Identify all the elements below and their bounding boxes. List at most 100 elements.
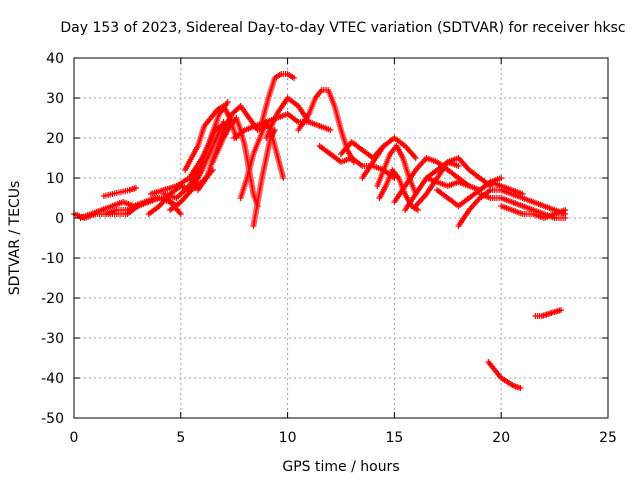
interpolated-markers (234, 117, 243, 131)
interpolated-markers (457, 196, 471, 208)
interpolated-markers (532, 199, 546, 209)
x-axis-label: GPS time / hours (282, 459, 399, 475)
interpolated-markers (191, 161, 205, 187)
interpolated-markers (120, 187, 131, 195)
interpolated-markers (168, 200, 183, 212)
interpolated-markers (446, 179, 460, 189)
data-point (291, 75, 298, 81)
y-tick-label: -10 (41, 251, 64, 267)
data-point (562, 207, 569, 213)
chart-title: Day 153 of 2023, Sidereal Day-to-day VTE… (60, 20, 625, 36)
series-arc-03 (100, 185, 139, 199)
interpolated-markers (467, 168, 482, 180)
interpolated-markers (493, 368, 503, 380)
interpolated-markers (478, 191, 492, 201)
interpolated-markers (532, 211, 546, 221)
grid (74, 58, 608, 418)
interpolated-markers (199, 137, 213, 163)
interpolated-markers (542, 203, 556, 213)
interpolated-markers (210, 137, 226, 163)
interpolated-markers (510, 207, 524, 217)
interpolated-markers (259, 97, 271, 123)
data-points (71, 71, 569, 391)
interpolated-markers (375, 169, 386, 187)
interpolated-markers (275, 96, 290, 116)
interpolated-markers (512, 383, 522, 391)
series-arc-15 (250, 127, 278, 229)
y-tick-label: -50 (41, 411, 64, 427)
interpolated-markers (263, 137, 274, 159)
interpolated-markers (403, 144, 418, 160)
interpolated-markers (244, 153, 256, 179)
interpolated-markers (510, 187, 524, 197)
interpolated-markers (208, 113, 222, 139)
data-point (327, 127, 334, 133)
data-point (558, 307, 565, 313)
y-tick-label: 30 (46, 91, 64, 107)
y-tick-label: -40 (41, 371, 64, 387)
interpolated-markers (251, 137, 262, 155)
interpolated-markers (500, 183, 514, 193)
interpolated-markers (195, 125, 207, 147)
interpolated-markers (147, 195, 161, 205)
interpolated-markers (136, 199, 150, 209)
interpolated-markers (318, 144, 332, 156)
interpolated-markers (232, 128, 247, 140)
interpolated-markers (381, 153, 393, 171)
interpolated-markers (280, 71, 289, 77)
interpolated-markers (209, 108, 219, 120)
y-tick-label: -20 (41, 291, 64, 307)
interpolated-markers (546, 309, 556, 317)
interpolated-markers (286, 112, 300, 124)
interpolated-markers (394, 144, 405, 160)
interpolated-markers (215, 104, 225, 112)
interpolated-markers (306, 97, 318, 115)
interpolated-markers (499, 376, 509, 384)
interpolated-markers (307, 119, 321, 129)
interpolated-markers (350, 156, 364, 168)
interpolated-markers (446, 155, 460, 165)
series-arc-16 (258, 71, 298, 125)
interpolated-markers (456, 208, 471, 228)
interpolated-markers (100, 203, 114, 213)
interpolated-markers (238, 104, 251, 120)
interpolated-markers (286, 96, 300, 108)
interpolated-markers (534, 313, 543, 319)
interpolated-markers (296, 112, 311, 132)
interpolated-markers (467, 188, 482, 200)
interpolated-markers (179, 188, 194, 204)
series-arc-17 (263, 95, 312, 141)
interpolated-markers (400, 157, 412, 179)
interpolated-markers (243, 123, 257, 133)
interpolated-markers (510, 191, 524, 201)
x-tick-label: 0 (70, 430, 79, 446)
series-arc-31 (498, 203, 569, 221)
data-point (224, 99, 231, 105)
interpolated-markers (506, 380, 516, 388)
interpolated-markers (500, 195, 514, 205)
interpolated-markers (350, 140, 364, 152)
interpolated-markers (121, 199, 135, 209)
data-point (414, 207, 421, 213)
interpolated-markers (521, 195, 535, 205)
interpolated-markers (392, 136, 407, 148)
y-axis-label: SDTVAR / TECUs (7, 181, 23, 296)
interpolated-markers (175, 184, 191, 200)
series-arc-33 (532, 307, 565, 319)
interpolated-markers (332, 105, 344, 131)
interpolated-markers (273, 72, 283, 80)
data-point (280, 175, 287, 181)
interpolated-markers (413, 176, 429, 196)
data-point (517, 385, 524, 391)
interpolated-markers (446, 168, 460, 180)
interpolated-markers (553, 207, 567, 217)
interpolated-markers (202, 116, 213, 128)
interpolated-markers (268, 128, 277, 140)
y-tick-label: 20 (46, 131, 64, 147)
interpolated-markers (111, 189, 122, 197)
interpolated-markers (238, 177, 250, 199)
interpolated-markers (371, 144, 386, 164)
interpolated-markers (254, 119, 268, 129)
data-point (220, 119, 227, 125)
